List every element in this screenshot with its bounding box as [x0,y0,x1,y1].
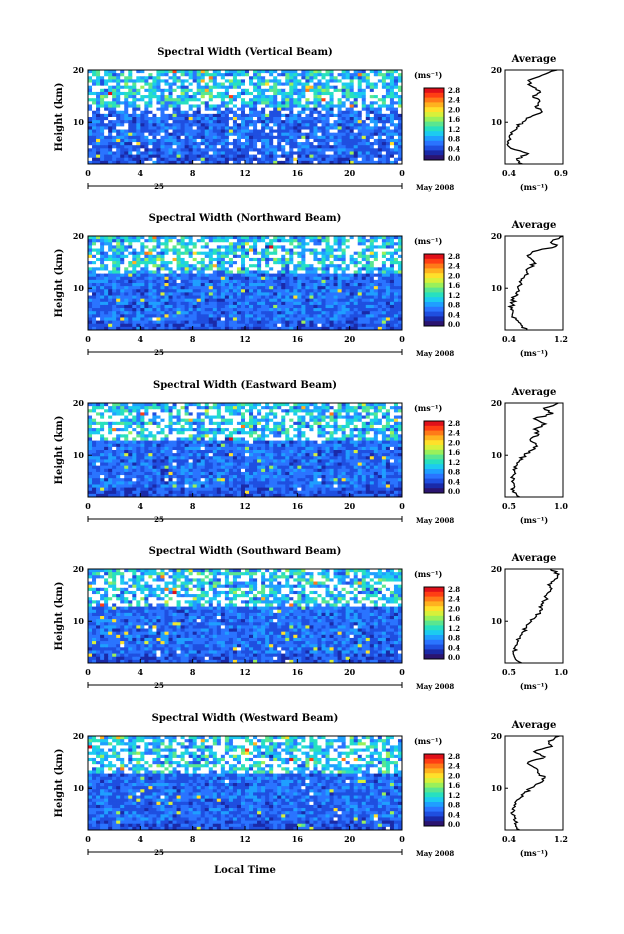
colorbar-tick-label: 2.4 [448,262,460,271]
colorbar-unit: (ms⁻¹) [414,236,442,246]
colorbar-swatch [424,288,444,293]
y-tick-label: 20 [73,231,85,241]
day-label: 25 [154,348,164,357]
average-x-label: 1.2 [554,334,568,344]
x-tick-label: 8 [190,168,196,178]
colorbar-swatch [424,150,444,155]
average-title: Average [511,54,557,65]
x-tick-label: 8 [190,334,196,344]
panel-title: Spectral Width (Northward Beam) [149,213,342,224]
colorbar-swatch [424,141,444,146]
month-label: May 2008 [416,349,454,358]
colorbar-tick-label: 1.6 [448,115,460,124]
panel-title: Spectral Width (Vertical Beam) [157,47,333,58]
x-tick-label: 0 [399,168,405,178]
colorbar-swatch [424,112,444,117]
panel-title: Spectral Width (Eastward Beam) [153,380,337,391]
panel-1: Spectral Width (Northward Beam) 20 10 Heigh… [54,213,568,358]
average-title: Average [511,220,557,231]
average-y-label: 20 [491,231,503,241]
colorbar-swatch [424,268,444,273]
x-tick-label: 12 [239,168,250,178]
colorbar-swatch [424,136,444,141]
colorbar-swatch [424,292,444,297]
colorbar-tick-label: 0.4 [448,144,460,153]
heatmap [88,236,403,331]
colorbar-swatch [424,259,444,264]
x-tick-label: 4 [138,168,144,178]
colorbar-tick-label: 0.0 [448,320,460,329]
average-y-label: 10 [491,117,503,127]
colorbar-tick-label: 0.8 [448,135,460,144]
colorbar-tick-label: 2.0 [448,271,460,280]
average-x-unit: (ms⁻¹) [520,348,548,358]
y-tick-label: 20 [73,65,85,75]
colorbar-swatch [424,102,444,107]
heatmap [88,70,403,165]
colorbar-tick-label: 2.8 [448,252,460,261]
colorbar-swatch [424,316,444,321]
x-tick-label: 16 [292,334,304,344]
x-tick-label: 20 [344,334,356,344]
colorbar-swatch [424,98,444,103]
x-tick-label: 20 [344,168,356,178]
colorbar-tick-label: 2.0 [448,105,460,114]
colorbar-swatch [424,254,444,259]
colorbar-tick-label: 2.4 [448,96,460,105]
colorbar-swatch [424,312,444,317]
x-tick-label: 0 [85,168,91,178]
colorbar-swatch [424,107,444,112]
heatmap [88,403,403,498]
average-x-label: 0.4 [502,334,516,344]
day-label: 25 [154,182,164,191]
average-y-label: 20 [491,65,503,75]
average-y-label: 10 [491,283,503,293]
colorbar-swatch [424,278,444,283]
colorbar-swatch [424,283,444,288]
average-x-label: 0.9 [554,168,568,178]
average-frame [505,236,563,330]
colorbar-swatch [424,131,444,136]
colorbar-tick-label: 0.4 [448,310,460,319]
colorbar-swatch [424,273,444,278]
average-x-label: 0.4 [502,168,516,178]
colorbar-swatch [424,297,444,302]
y-axis-label: Height (km) [54,249,65,318]
colorbar-tick-label: 1.2 [448,291,460,300]
colorbar-unit: (ms⁻¹) [414,70,442,80]
month-label: May 2008 [416,183,454,192]
x-tick-label: 0 [85,334,91,344]
y-tick-label: 10 [73,283,85,293]
colorbar-tick-label: 1.2 [448,125,460,134]
panel-0: Spectral Width (Vertical Beam) 20 10 Height… [54,47,568,192]
colorbar-tick-label: 1.6 [448,281,460,290]
y-tick-label: 10 [73,117,85,127]
colorbar-tick-label: 0.8 [448,301,460,310]
y-axis-label: Height (km) [54,83,65,152]
colorbar-tick-label: 0.0 [448,154,460,163]
colorbar-swatch [424,264,444,269]
panel-2: Spectral Width (Eastward Beam)2010Height… [54,380,568,525]
x-tick-label: 16 [292,168,304,178]
x-tick-label: 12 [239,334,250,344]
colorbar-swatch [424,302,444,307]
colorbar-swatch [424,93,444,98]
colorbar-swatch [424,122,444,127]
colorbar-swatch [424,146,444,151]
colorbar-swatch [424,307,444,312]
colorbar-tick-label: 2.8 [448,86,460,95]
average-x-unit: (ms⁻¹) [520,182,548,192]
colorbar-swatch [424,126,444,131]
colorbar-swatch [424,88,444,93]
x-tick-label: 0 [399,334,405,344]
colorbar-swatch [424,117,444,122]
x-tick-label: 4 [138,334,144,344]
